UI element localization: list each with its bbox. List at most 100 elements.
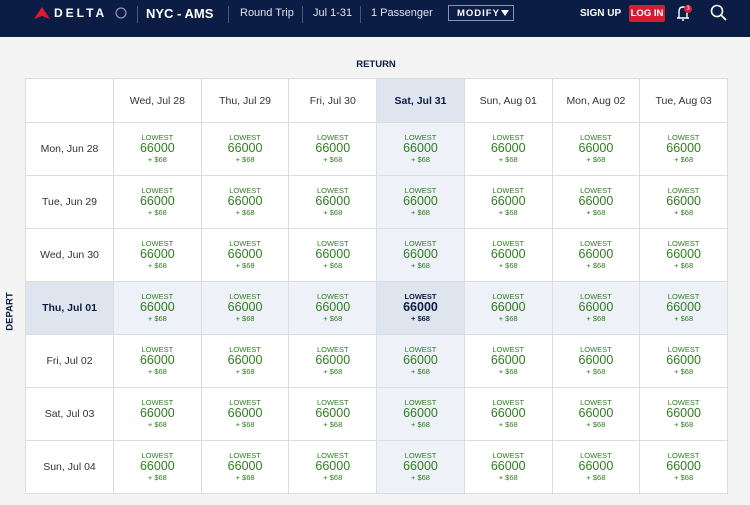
fare-cell[interactable]: LOWEST 66000 + $68 [377, 229, 465, 282]
fare-fee: + $68 [411, 472, 430, 482]
fare-miles: 66000 [315, 406, 351, 421]
fare-cell[interactable]: LOWEST 66000 + $68 [289, 229, 378, 282]
fare-fee: + $68 [323, 154, 343, 164]
fare-cell[interactable]: LOWEST 66000 + $68 [640, 335, 728, 388]
fare-fee: + $68 [586, 366, 606, 376]
fare-cell[interactable]: LOWEST 66000 + $68 [640, 282, 728, 335]
fare-cell[interactable]: LOWEST 66000 + $68 [289, 441, 378, 494]
fare-cell[interactable]: LOWEST 66000 + $68 [464, 229, 553, 282]
fare-miles: 66000 [315, 353, 351, 368]
fare-label: LOWEST [229, 450, 261, 460]
fare-cell[interactable]: LOWEST 66000 + $68 [114, 123, 202, 176]
fare-cell[interactable]: LOWEST 66000 + $68 [552, 441, 641, 494]
fare-cell[interactable]: LOWEST 66000 + $68 [464, 388, 553, 441]
fare-label: LOWEST [316, 291, 349, 301]
fare-cell[interactable]: LOWEST 66000 + $68 [640, 388, 728, 441]
fare-miles: 66000 [490, 459, 526, 474]
fare-label: LOWEST [141, 132, 174, 142]
row-header: Mon, Jun 28 [26, 123, 114, 176]
fare-cell[interactable]: LOWEST 66000 + $68 [552, 388, 641, 441]
fare-cell[interactable]: LOWEST 66000 + $68 [377, 123, 465, 176]
fare-cell[interactable]: LOWEST 66000 + $68 [552, 176, 641, 229]
fare-cell[interactable]: LOWEST 66000 + $68 [201, 335, 290, 388]
fare-cell[interactable]: LOWEST 66000 + $68 [289, 176, 378, 229]
fare-cell[interactable]: LOWEST 66000 + $68 [464, 282, 553, 335]
fare-cell[interactable]: LOWEST 66000 + $68 [114, 176, 202, 229]
fare-label: LOWEST [404, 185, 437, 195]
fare-cell[interactable]: LOWEST 66000 + $68 [114, 229, 202, 282]
search-icon[interactable] [710, 4, 728, 22]
fare-fee: + $68 [411, 419, 430, 429]
fare-miles: 66000 [578, 353, 614, 368]
emblem [115, 7, 127, 19]
fare-cell[interactable]: LOWEST 66000 + $68 [640, 176, 728, 229]
fare-miles: 66000 [227, 300, 263, 315]
fare-cell[interactable]: LOWEST 66000 + $68 [640, 123, 728, 176]
fare-label: LOWEST [141, 397, 174, 407]
fare-miles: 66000 [315, 141, 351, 156]
fare-cell[interactable]: LOWEST 66000 + $68 [377, 335, 465, 388]
fare-miles: 66000 [403, 459, 438, 474]
fare-cell[interactable]: LOWEST 66000 + $68 [289, 388, 378, 441]
fare-cell[interactable]: LOWEST 66000 + $68 [114, 282, 202, 335]
fare-cell[interactable]: LOWEST 66000 + $68 [114, 388, 202, 441]
fare-cell[interactable]: LOWEST 66000 + $68 [377, 282, 465, 335]
modify-label: MODIFY [457, 8, 500, 19]
fare-cell[interactable]: LOWEST 66000 + $68 [201, 282, 290, 335]
passengers[interactable]: 1 Passenger [371, 7, 433, 19]
fare-miles: 66000 [666, 300, 702, 315]
fare-label: LOWEST [316, 132, 349, 142]
fare-cell[interactable]: LOWEST 66000 + $68 [289, 335, 378, 388]
fare-fee: + $68 [674, 207, 694, 217]
fare-fee: + $68 [147, 472, 167, 482]
fare-miles: 66000 [403, 247, 438, 262]
dates[interactable]: Jul 1-31 [313, 7, 353, 19]
fare-cell[interactable]: LOWEST 66000 + $68 [201, 441, 290, 494]
fare-cell[interactable]: LOWEST 66000 + $68 [289, 282, 378, 335]
fare-cell[interactable]: LOWEST 66000 + $68 [289, 123, 378, 176]
route[interactable]: NYC - AMS [146, 6, 214, 21]
fare-cell[interactable]: LOWEST 66000 + $68 [377, 388, 465, 441]
separator [137, 6, 138, 23]
fare-cell[interactable]: LOWEST 66000 + $68 [114, 335, 202, 388]
fare-label: LOWEST [667, 238, 700, 248]
fare-miles: 66000 [315, 194, 351, 209]
column-header: Sun, Aug 01 [464, 79, 553, 123]
fare-cell[interactable]: LOWEST 66000 + $68 [552, 123, 641, 176]
logo[interactable]: DELTA [54, 6, 108, 20]
fare-cell[interactable]: LOWEST 66000 + $68 [464, 123, 553, 176]
fare-label: LOWEST [492, 132, 525, 142]
fare-cell[interactable]: LOWEST 66000 + $68 [552, 229, 641, 282]
fare-cell[interactable]: LOWEST 66000 + $68 [464, 441, 553, 494]
logo-mark [34, 7, 50, 19]
fare-fee: + $68 [411, 154, 430, 164]
fare-cell[interactable]: LOWEST 66000 + $68 [377, 176, 465, 229]
fare-cell[interactable]: LOWEST 66000 + $68 [640, 229, 728, 282]
fare-cell[interactable]: LOWEST 66000 + $68 [201, 229, 290, 282]
fare-fee: + $68 [411, 366, 430, 376]
modify-button[interactable]: MODIFY [448, 5, 514, 21]
trip-type[interactable]: Round Trip [240, 7, 294, 19]
fare-fee: + $68 [411, 313, 430, 323]
fare-fee: + $68 [498, 366, 518, 376]
fare-label: LOWEST [667, 185, 700, 195]
dropdown-arrow [501, 10, 509, 16]
log-in[interactable]: LOG IN [629, 5, 665, 22]
fare-miles: 66000 [315, 247, 351, 262]
fare-label: LOWEST [141, 185, 174, 195]
fare-cell[interactable]: LOWEST 66000 + $68 [201, 176, 290, 229]
notifications-icon[interactable] [675, 4, 693, 22]
fare-cell[interactable]: LOWEST 66000 + $68 [464, 335, 553, 388]
fare-cell[interactable]: LOWEST 66000 + $68 [552, 282, 641, 335]
fare-cell[interactable]: LOWEST 66000 + $68 [640, 441, 728, 494]
sign-up[interactable]: SIGN UP [580, 8, 622, 19]
fare-fee: + $68 [323, 419, 343, 429]
fare-cell[interactable]: LOWEST 66000 + $68 [201, 388, 290, 441]
fare-miles: 66000 [403, 353, 438, 368]
fare-cell[interactable]: LOWEST 66000 + $68 [114, 441, 202, 494]
fare-cell[interactable]: LOWEST 66000 + $68 [464, 176, 553, 229]
fare-label: LOWEST [404, 344, 437, 354]
fare-cell[interactable]: LOWEST 66000 + $68 [201, 123, 290, 176]
fare-cell[interactable]: LOWEST 66000 + $68 [552, 335, 641, 388]
fare-cell[interactable]: LOWEST 66000 + $68 [377, 441, 465, 494]
